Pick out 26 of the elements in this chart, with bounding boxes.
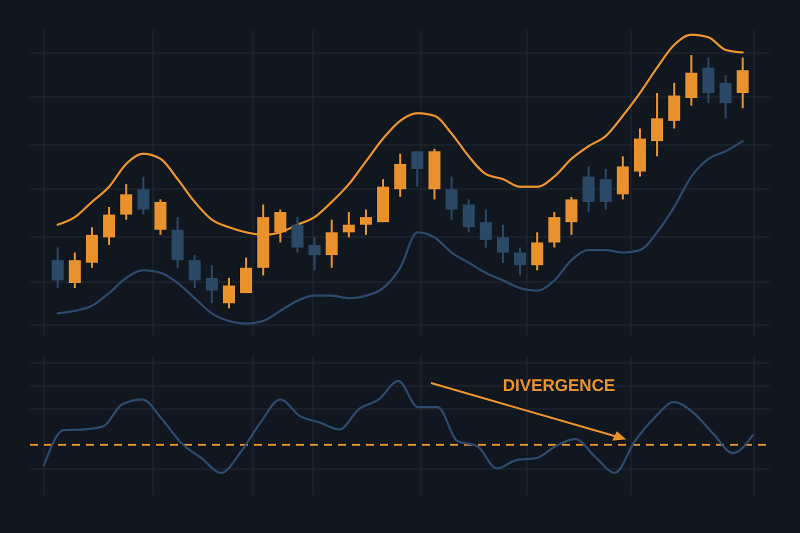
candlestick	[326, 218, 338, 269]
candlestick	[736, 56, 749, 110]
candlestick	[188, 254, 201, 290]
candlestick	[137, 176, 150, 216]
candlestick	[462, 198, 475, 234]
candlestick	[52, 246, 64, 290]
candlestick	[308, 236, 321, 272]
annotation: DIVERGENCE	[502, 376, 616, 395]
candlestick	[600, 168, 612, 211]
candlestick	[496, 224, 509, 264]
candlestick	[514, 246, 526, 276]
candlestick	[531, 231, 544, 272]
candlestick	[103, 206, 116, 246]
candlestick	[565, 196, 578, 236]
candlestick	[342, 211, 355, 238]
candlestick	[720, 74, 732, 120]
candlestick	[480, 208, 492, 249]
candlestick	[206, 264, 218, 304]
candlestick	[411, 150, 424, 188]
candlestick	[222, 276, 235, 310]
candlestick	[651, 92, 664, 158]
candlestick	[360, 208, 372, 236]
candlestick	[291, 216, 304, 254]
candlestick	[68, 252, 81, 290]
candlestick	[446, 176, 458, 221]
candlestick	[120, 183, 132, 221]
